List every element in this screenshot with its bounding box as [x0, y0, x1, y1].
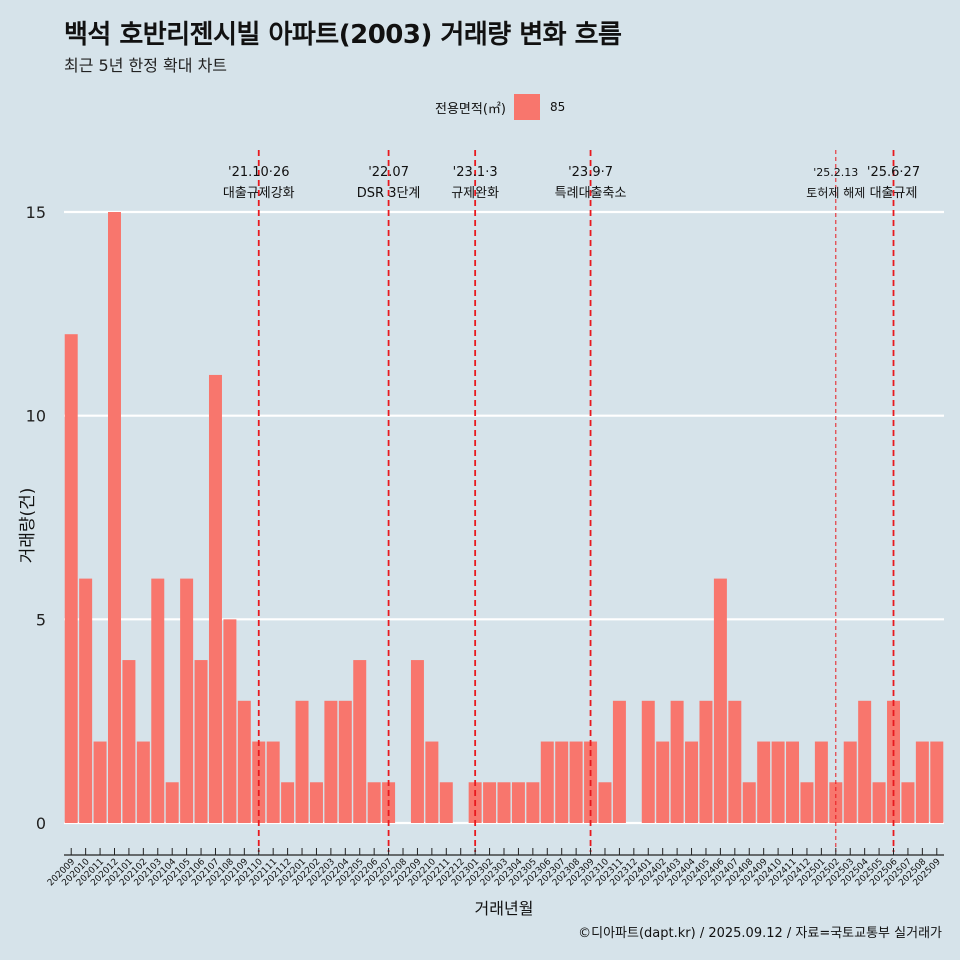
- bar-202402: [656, 741, 670, 823]
- bar-202410: [771, 741, 785, 823]
- event-date-label: '23.9·7: [568, 165, 613, 180]
- bar-202206: [367, 782, 381, 823]
- bar-202012: [108, 212, 121, 823]
- bar-202411: [786, 741, 800, 823]
- bar-202108: [223, 619, 237, 823]
- bar-202102: [136, 741, 150, 823]
- event-date-label: '23.1·3: [453, 165, 498, 180]
- bar-202011: [93, 741, 107, 823]
- bar-202204: [338, 700, 352, 823]
- bar-202412: [800, 782, 814, 823]
- bar-202210: [425, 741, 439, 823]
- bar-202409: [757, 741, 771, 823]
- event-date-label: '25.2.13: [813, 166, 858, 179]
- y-tick-label: 10: [26, 407, 46, 426]
- bar-202009: [64, 334, 78, 823]
- bar-202403: [670, 700, 684, 823]
- bar-202203: [324, 700, 338, 823]
- bar-202308: [569, 741, 583, 823]
- bar-202304: [511, 782, 525, 823]
- bar-202112: [281, 782, 295, 823]
- bar-202103: [151, 578, 165, 823]
- event-date-label: '22.07: [368, 165, 409, 180]
- bar-202503: [843, 741, 857, 823]
- bar-202501: [814, 741, 828, 823]
- bar-202311: [612, 700, 626, 823]
- bar-202406: [713, 578, 727, 823]
- bar-202306: [540, 741, 554, 823]
- event-name-label: 규제완화: [451, 186, 499, 201]
- bar-202307: [555, 741, 569, 823]
- bar-202401: [641, 700, 655, 823]
- legend-title: 전용면적(㎡): [435, 101, 506, 117]
- bar-202202: [309, 782, 323, 823]
- legend-label: 85: [549, 100, 566, 114]
- y-axis-title: 거래량(건): [18, 488, 38, 564]
- bar-202209: [410, 660, 424, 823]
- bar-202405: [699, 700, 713, 823]
- bar-202507: [901, 782, 915, 823]
- bar-202109: [237, 700, 251, 823]
- bar-202408: [742, 782, 756, 823]
- bar-202303: [497, 782, 511, 823]
- bar-202302: [483, 782, 497, 823]
- bar-202509: [930, 741, 944, 823]
- y-tick-label: 15: [26, 203, 46, 222]
- bar-202101: [122, 660, 136, 823]
- bar-202104: [165, 782, 179, 823]
- bar-202205: [353, 660, 367, 823]
- source-caption: ©디아파트(dapt.kr) / 2025.09.12 / 자료=국토교통부 실…: [578, 926, 942, 941]
- bar-202310: [598, 782, 612, 823]
- legend: 전용면적(㎡) 85: [435, 94, 565, 120]
- bar-202508: [915, 741, 929, 823]
- bar-202105: [180, 578, 194, 823]
- x-axis-title: 거래년월: [475, 899, 534, 918]
- bar-202505: [872, 782, 886, 823]
- event-name-label: 대출규제강화: [223, 186, 295, 201]
- chart-subtitle: 최근 5년 한정 확대 차트: [64, 56, 228, 75]
- bar-202010: [79, 578, 93, 823]
- chart-title: 백석 호반리젠시빌 아파트(2003) 거래량 변화 흐름: [64, 20, 622, 50]
- legend-swatch: [513, 94, 540, 120]
- bar-202305: [526, 782, 540, 823]
- event-date-label: '25.6·27: [867, 165, 920, 180]
- bar-202407: [728, 700, 742, 823]
- bar-202106: [194, 660, 208, 823]
- event-name-label: 토허제 해제: [806, 186, 865, 200]
- bar-202201: [295, 700, 309, 823]
- event-name-label: 특례대출축소: [555, 186, 627, 201]
- event-name-label: DSR 3단계: [357, 186, 421, 201]
- y-tick-label: 0: [36, 814, 46, 833]
- bar-202404: [685, 741, 699, 823]
- bar-202211: [439, 782, 453, 823]
- bar-202111: [266, 741, 280, 823]
- bar-202107: [208, 374, 222, 823]
- event-date-label: '21.10·26: [228, 165, 289, 180]
- bar-202504: [858, 700, 872, 823]
- event-name-label: 대출규제: [870, 186, 918, 201]
- y-tick-label: 5: [36, 610, 46, 629]
